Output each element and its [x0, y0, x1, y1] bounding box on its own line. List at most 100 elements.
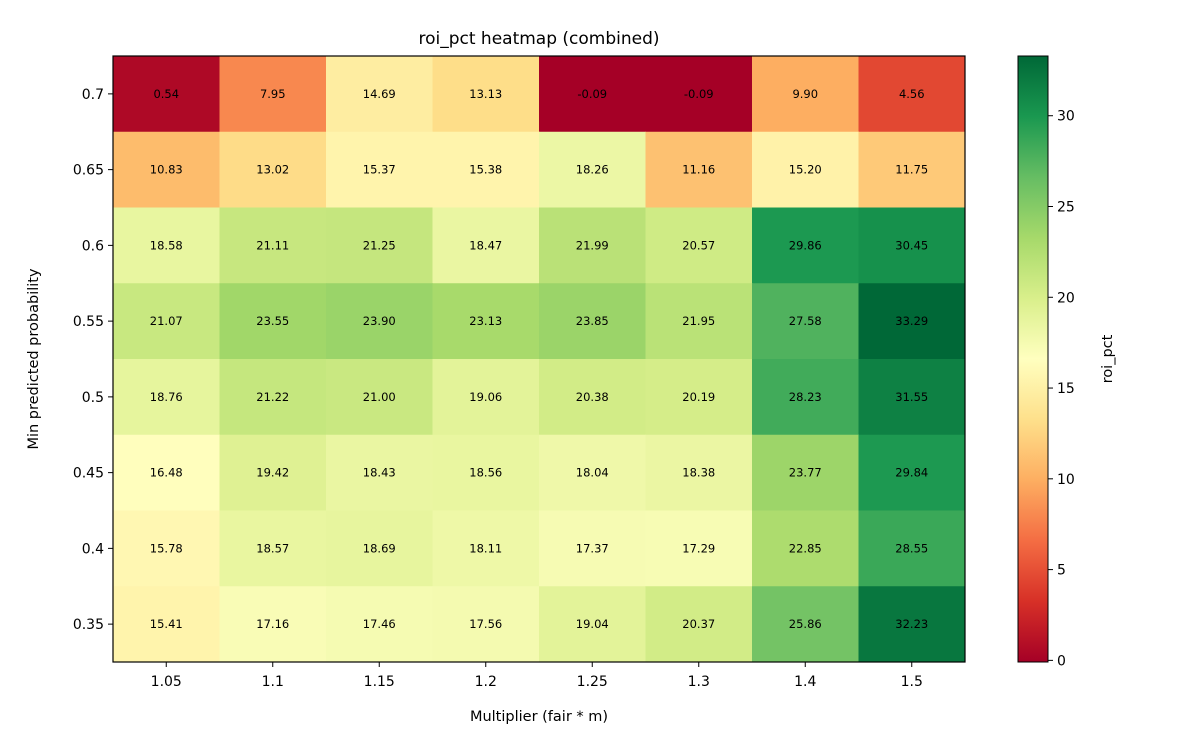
colorbar-tick-label: 20 [1057, 290, 1075, 306]
heatmap-cell [752, 359, 859, 436]
colorbar-tick-label: 0 [1057, 653, 1066, 669]
cell-value-label: 29.84 [895, 466, 928, 480]
x-tick-label: 1.1 [262, 674, 284, 690]
cell-value-label: 25.86 [789, 617, 822, 631]
colorbar-tick-label: 30 [1057, 109, 1075, 125]
cell-value-label: 11.75 [895, 163, 928, 177]
heatmap-cell [113, 586, 220, 663]
heatmap-cell [113, 510, 220, 587]
heatmap-cell [219, 359, 327, 436]
heatmap-cell [326, 510, 433, 587]
heatmap-cell [326, 131, 433, 208]
cell-value-label: 30.45 [895, 238, 928, 252]
heatmap-cell [539, 56, 646, 133]
cell-value-label: 17.46 [363, 617, 396, 631]
y-tick-label: 0.55 [73, 314, 104, 330]
y-tick-label: 0.5 [82, 390, 104, 406]
plot-frame [112, 55, 966, 663]
x-tick-label: 1.5 [901, 674, 923, 690]
colorbar-tick-label: 15 [1057, 381, 1075, 397]
cell-value-label: 0.54 [153, 87, 179, 101]
heatmap-cell [432, 586, 540, 663]
heatmap-cell [432, 434, 540, 511]
heatmap-cell [113, 283, 220, 360]
cell-value-label: 33.29 [895, 314, 928, 328]
cell-value-label: -0.09 [577, 87, 607, 101]
cell-value-label: 19.06 [469, 390, 502, 404]
cell-value-label: 18.56 [469, 466, 502, 480]
heatmap-cell [752, 586, 859, 663]
cell-value-label: 21.25 [363, 238, 396, 252]
cell-value-label: 4.56 [899, 87, 925, 101]
cell-value-label: 18.43 [363, 466, 396, 480]
cell-value-label: 16.48 [150, 466, 183, 480]
cell-value-label: 21.22 [256, 390, 289, 404]
y-tick-label: 0.4 [82, 541, 104, 557]
heatmap-cell [645, 586, 753, 663]
cell-value-label: 18.69 [363, 541, 396, 555]
heatmap-cell [645, 56, 753, 133]
heatmap-cell [219, 510, 327, 587]
chart-title: roi_pct heatmap (combined) [418, 29, 659, 49]
heatmap-cell [645, 207, 753, 284]
cell-value-label: 17.29 [682, 541, 715, 555]
cell-value-label: 27.58 [789, 314, 822, 328]
cell-value-label: 18.26 [576, 163, 609, 177]
colorbar-tick-label: 5 [1057, 563, 1066, 579]
cell-value-label: -0.09 [684, 87, 714, 101]
x-axis-ticks: 1.05 1.1 1.15 1.2 1.25 1.3 1.4 1.5 [151, 662, 923, 690]
cell-value-label: 20.57 [682, 238, 715, 252]
cell-value-label: 15.78 [150, 541, 183, 555]
heatmap-cell [113, 56, 220, 133]
cell-value-label: 20.37 [682, 617, 715, 631]
colorbar-label: roi_pct [1100, 334, 1116, 383]
cell-value-label: 31.55 [895, 390, 928, 404]
heatmap-cell [752, 131, 859, 208]
cell-value-label: 15.38 [469, 163, 502, 177]
heatmap-cell [539, 586, 646, 663]
heatmap-cell [858, 56, 966, 133]
cell-value-label: 28.55 [895, 541, 928, 555]
cell-value-label: 20.38 [576, 390, 609, 404]
x-tick-label: 1.05 [151, 674, 182, 690]
heatmap-cell [326, 56, 433, 133]
x-axis-label: Multiplier (fair * m) [470, 709, 608, 725]
cell-value-label: 23.77 [789, 466, 822, 480]
y-tick-label: 0.65 [73, 163, 104, 179]
cell-value-label: 18.04 [576, 466, 609, 480]
heatmap-cell [432, 131, 540, 208]
cell-value-label: 13.02 [256, 163, 289, 177]
heatmap-cell [752, 207, 859, 284]
cell-value-label: 22.85 [789, 541, 822, 555]
cell-value-label: 23.85 [576, 314, 609, 328]
heatmap-cells [113, 56, 966, 663]
cell-value-label: 17.37 [576, 541, 609, 555]
heatmap-cell [858, 131, 966, 208]
colorbar-ticks: 0 5 10 15 20 25 30 [1048, 109, 1075, 669]
cell-value-label: 15.41 [150, 617, 183, 631]
cell-value-label: 20.19 [682, 390, 715, 404]
cell-value-label: 10.83 [150, 163, 183, 177]
heatmap-cell [113, 131, 220, 208]
heatmap-cell [326, 434, 433, 511]
cell-value-label: 23.90 [363, 314, 396, 328]
cell-value-label: 17.16 [256, 617, 289, 631]
cell-value-label: 21.95 [682, 314, 715, 328]
heatmap-cell [326, 359, 433, 436]
heatmap-cell [539, 131, 646, 208]
cell-value-label: 18.57 [256, 541, 289, 555]
heatmap-cell [645, 283, 753, 360]
heatmap-cell [219, 56, 327, 133]
cell-value-label: 19.42 [256, 466, 289, 480]
heatmap-cell-labels: 0.54 7.95 14.69 13.13 -0.09 -0.09 9.90 4.56 10.8… [150, 87, 928, 631]
heatmap-cell [752, 283, 859, 360]
cell-value-label: 11.16 [682, 163, 715, 177]
heatmap-cell [858, 207, 966, 284]
heatmap-cell [219, 586, 327, 663]
heatmap-cell [645, 434, 753, 511]
heatmap-cell [113, 359, 220, 436]
heatmap-cell [326, 586, 433, 663]
heatmap-cell [113, 207, 220, 284]
cell-value-label: 32.23 [895, 617, 928, 631]
